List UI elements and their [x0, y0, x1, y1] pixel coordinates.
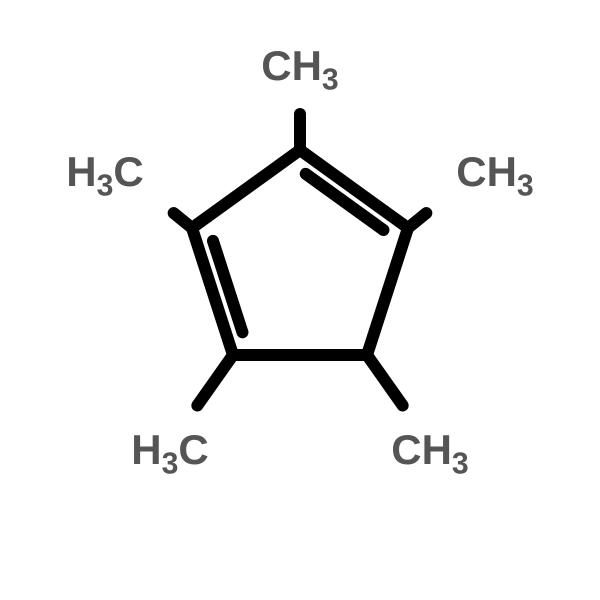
bond: [197, 355, 233, 406]
bond: [367, 228, 408, 355]
bond: [300, 150, 408, 228]
bond: [192, 150, 300, 228]
bond: [408, 213, 426, 228]
chemical-diagram: CH3CH3CH3H3CH3C: [0, 0, 600, 600]
bond-layer: [0, 0, 600, 600]
bond: [367, 355, 403, 406]
bond: [174, 213, 192, 228]
